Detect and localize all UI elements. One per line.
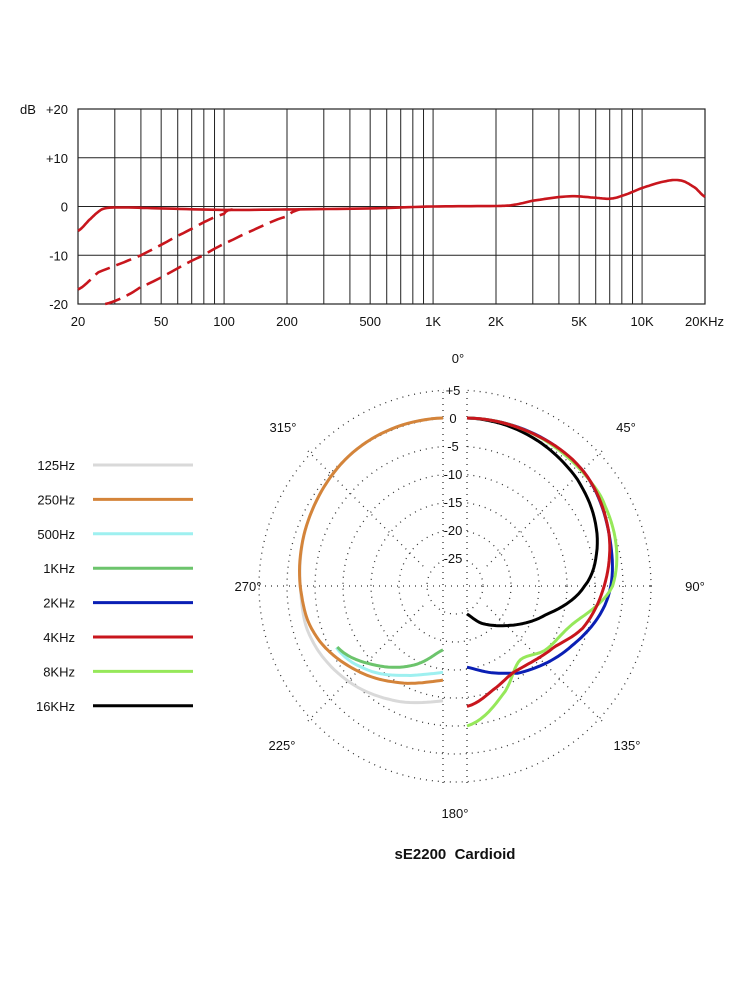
- y-tick-label: +10: [46, 151, 68, 166]
- polar-pattern-chart: +5 0 -5 -10 -15 -20 -25 0° 45° 90° 135° 180° 225° 270…: [235, 351, 705, 821]
- ring-label: -10: [444, 467, 463, 482]
- ring-label: -20: [444, 523, 463, 538]
- polar-axis-diagonal: [303, 446, 424, 567]
- polar-chart-title: sE2200 Cardioid: [395, 846, 516, 863]
- legend-item: 250Hz: [37, 492, 193, 507]
- angle-label: 180°: [442, 806, 469, 821]
- ring-label: -5: [447, 439, 459, 454]
- x-tick-label: 20: [71, 314, 85, 329]
- angle-label: 225°: [269, 738, 296, 753]
- legend-label: 8KHz: [43, 664, 75, 679]
- legend-item: 1KHz: [43, 561, 193, 576]
- y-tick-label: +20: [46, 102, 68, 117]
- polar-curve-250hz: [298, 416, 444, 685]
- ring-label: -15: [444, 495, 463, 510]
- polar-ring: [286, 417, 624, 755]
- legend-item: 4KHz: [43, 630, 193, 645]
- legend-label: 125Hz: [37, 458, 75, 473]
- polar-curve-500hz: [335, 646, 444, 677]
- ring-label-background: [444, 550, 466, 564]
- x-tick-label: 100: [213, 314, 235, 329]
- legend-item: 500Hz: [37, 527, 193, 542]
- legend-item: 16KHz: [36, 699, 193, 714]
- x-tick-label: 200: [276, 314, 298, 329]
- legend-label: 16KHz: [36, 699, 75, 714]
- x-tick-label: 20KHz: [685, 314, 724, 329]
- ring-label-background: [444, 494, 466, 508]
- angle-label: 0°: [452, 351, 464, 366]
- angle-label: 315°: [270, 420, 297, 435]
- polar-ring: [258, 389, 652, 783]
- legend-label: 1KHz: [43, 561, 75, 576]
- polar-ring: [370, 501, 540, 671]
- legend-label: 2KHz: [43, 596, 75, 611]
- legend-item: 125Hz: [37, 458, 193, 473]
- polar-axis-diagonal: [486, 605, 607, 726]
- polar-curve-8khz: [466, 416, 619, 728]
- angle-label: 135°: [614, 738, 641, 753]
- legend-item: 8KHz: [43, 664, 193, 679]
- ring-label-background: [444, 466, 466, 480]
- polar-axis-diagonal: [303, 605, 424, 726]
- angle-label: 270°: [235, 579, 262, 594]
- polar-axis-diagonal: [486, 446, 607, 567]
- polar-curve-4khz: [466, 416, 612, 708]
- ring-label-background: [444, 382, 466, 396]
- low-cut-response-line: [104, 208, 301, 306]
- x-tick-label: 5K: [571, 314, 587, 329]
- x-tick-label: 500: [359, 314, 381, 329]
- ring-label-background: [444, 522, 466, 536]
- polar-curve-1khz: [336, 645, 444, 669]
- polar-ring: [342, 473, 568, 699]
- y-tick-label: -20: [49, 297, 68, 312]
- x-tick-label: 50: [154, 314, 168, 329]
- ring-label: -25: [444, 551, 463, 566]
- legend-label: 4KHz: [43, 630, 75, 645]
- plot-frame: [77, 108, 706, 305]
- x-tick-label: 10K: [631, 314, 654, 329]
- polar-ring: [426, 557, 484, 615]
- ring-label-background: [444, 410, 466, 424]
- low-cut-response-line: [77, 208, 234, 291]
- x-tick-label: 2K: [488, 314, 504, 329]
- legend-item: 2KHz: [43, 596, 193, 611]
- y-axis-label: dB: [20, 102, 36, 117]
- ring-label-background: [444, 438, 466, 452]
- polar-curve-2khz: [466, 416, 614, 675]
- legend-label: 500Hz: [37, 527, 75, 542]
- polar-curve-16khz: [466, 416, 599, 628]
- legend: 125Hz 250Hz 500Hz 1KHz 2KHz 4KHz 8KHz 16KHz: [36, 458, 193, 714]
- legend-label: 250Hz: [37, 492, 75, 507]
- ring-label: +5: [446, 383, 461, 398]
- angle-label: 45°: [616, 420, 636, 435]
- x-tick-label: 1K: [425, 314, 441, 329]
- y-tick-label: 0: [61, 200, 68, 215]
- ring-label: 0: [449, 411, 456, 426]
- y-tick-label: -10: [49, 248, 68, 263]
- angle-label: 90°: [685, 579, 705, 594]
- frequency-response-line: [77, 178, 706, 233]
- frequency-response-chart: +20 +10 0 -10 -20 dB 20 50 100 200 500 1K 2K 5K 10K 20K…: [20, 102, 724, 329]
